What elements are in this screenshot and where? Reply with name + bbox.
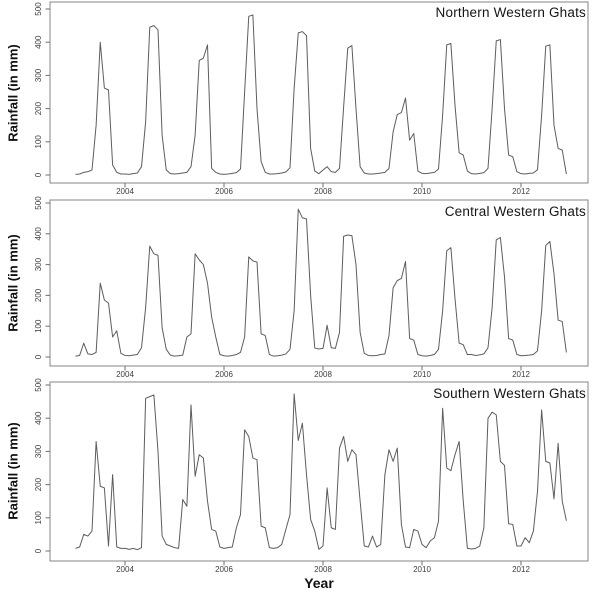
panel-title-central: Central Western Ghats bbox=[444, 204, 586, 219]
y-tick-label: 200 bbox=[34, 288, 43, 302]
y-tick-label: 500 bbox=[34, 2, 43, 16]
x-tick-label: 2004 bbox=[116, 187, 134, 196]
x-tick-label: 2004 bbox=[116, 370, 134, 379]
y-tick-label: 400 bbox=[34, 411, 43, 425]
x-tick-label: 2010 bbox=[413, 565, 431, 574]
plot-box bbox=[49, 1, 589, 184]
x-tick-label: 2006 bbox=[215, 187, 233, 196]
plot-box bbox=[49, 199, 589, 367]
y-tick-label: 200 bbox=[34, 101, 43, 115]
y-tick-label: 0 bbox=[34, 548, 43, 553]
panel-title-southern: Southern Western Ghats bbox=[433, 386, 586, 401]
x-tick-label: 2012 bbox=[512, 187, 530, 196]
y-tick-label: 500 bbox=[34, 196, 43, 210]
y-tick-label: 500 bbox=[34, 378, 43, 392]
y-tick-label: 400 bbox=[34, 227, 43, 241]
rainfall-series-line bbox=[75, 393, 567, 551]
x-axis-label-year: Year bbox=[304, 575, 334, 591]
y-tick-label: 300 bbox=[34, 68, 43, 82]
y-axis-label-northern: Rainfall (in mm) bbox=[5, 44, 21, 142]
x-tick-label: 2004 bbox=[116, 565, 134, 574]
y-tick-label: 300 bbox=[34, 257, 43, 271]
y-tick-label: 200 bbox=[34, 477, 43, 491]
y-axis-label-central: Rainfall (in mm) bbox=[5, 234, 21, 332]
y-tick-label: 100 bbox=[34, 135, 43, 149]
x-tick-label: 2012 bbox=[512, 565, 530, 574]
rainfall-series-line bbox=[75, 208, 567, 357]
x-tick-label: 2010 bbox=[413, 370, 431, 379]
x-tick-label: 2006 bbox=[215, 565, 233, 574]
plot-box bbox=[49, 381, 589, 562]
x-tick-label: 2006 bbox=[215, 370, 233, 379]
y-tick-label: 0 bbox=[34, 354, 43, 359]
y-tick-label: 400 bbox=[34, 35, 43, 49]
x-tick-label: 2010 bbox=[413, 187, 431, 196]
y-tick-label: 100 bbox=[34, 511, 43, 525]
x-tick-label: 2012 bbox=[512, 370, 530, 379]
x-tick-label: 2008 bbox=[314, 187, 332, 196]
y-tick-label: 300 bbox=[34, 444, 43, 458]
panel-title-northern: Northern Western Ghats bbox=[435, 5, 586, 20]
x-tick-label: 2008 bbox=[314, 370, 332, 379]
rainfall-series-line bbox=[75, 14, 567, 175]
y-tick-label: 0 bbox=[34, 172, 43, 177]
y-axis-label-southern: Rainfall (in mm) bbox=[5, 422, 21, 520]
x-tick-label: 2008 bbox=[314, 565, 332, 574]
y-tick-label: 100 bbox=[34, 319, 43, 333]
